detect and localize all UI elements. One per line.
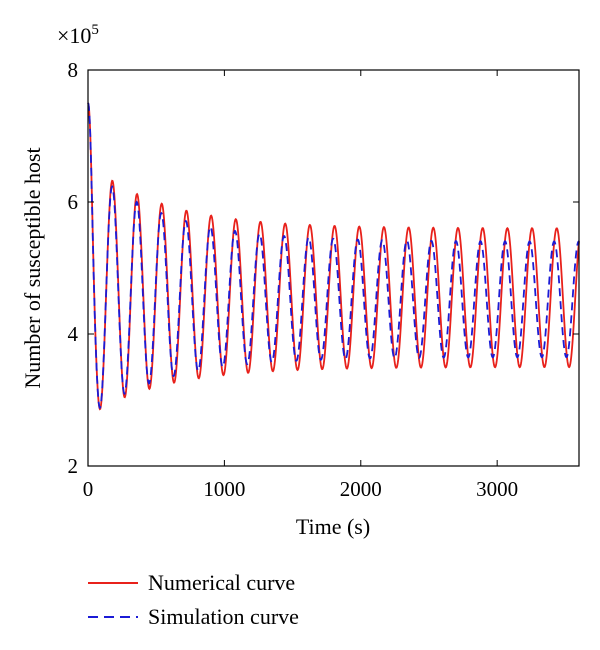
y-tick-label: 2	[68, 454, 79, 478]
x-tick-label: 2000	[340, 477, 382, 501]
x-axis-label: Time (s)	[296, 514, 370, 539]
x-axis-ticks: 0 1000 2000 3000	[83, 70, 518, 501]
y-tick-label: 4	[68, 322, 79, 346]
x-tick-label: 3000	[476, 477, 518, 501]
legend-label-simulation: Simulation curve	[148, 604, 299, 629]
simulation-curve-line	[87, 102, 580, 410]
legend-label-numerical: Numerical curve	[148, 570, 296, 595]
plot-frame	[87, 69, 580, 467]
chart: 0 1000 2000 3000 2 4 6 8 ×105 Time (s) Number …	[20, 22, 580, 539]
y-tick-label: 8	[68, 58, 79, 82]
legend-swatch-solid	[88, 582, 138, 584]
x-tick-label: 1000	[203, 477, 245, 501]
legend-item-numerical: Numerical curve	[88, 566, 299, 600]
x-tick-label: 0	[83, 477, 94, 501]
y-axis-ticks: 2 4 6 8	[68, 58, 579, 478]
y-multiplier: ×105	[57, 22, 99, 48]
y-tick-label: 6	[68, 190, 79, 214]
legend-swatch-dashed	[88, 616, 138, 618]
legend: Numerical curve Simulation curve	[88, 566, 299, 634]
plot-lines	[87, 102, 580, 411]
y-axis-label: Number of susceptible host	[20, 147, 45, 388]
numerical-curve-line	[87, 102, 580, 411]
legend-item-simulation: Simulation curve	[88, 600, 299, 634]
